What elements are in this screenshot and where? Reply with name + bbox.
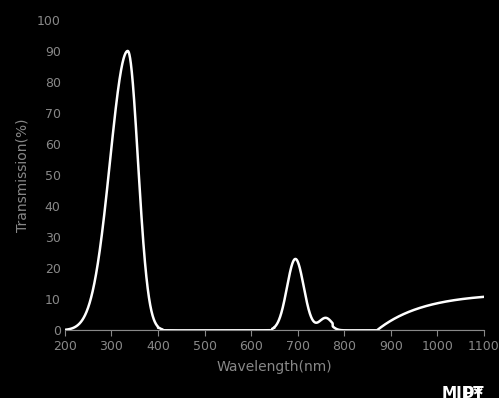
Y-axis label: Transmission(%): Transmission(%) bbox=[16, 118, 30, 232]
Text: ✱: ✱ bbox=[472, 386, 483, 398]
Text: MID: MID bbox=[441, 386, 475, 398]
Text: PT: PT bbox=[463, 386, 484, 398]
X-axis label: Wavelength(nm): Wavelength(nm) bbox=[217, 360, 332, 374]
